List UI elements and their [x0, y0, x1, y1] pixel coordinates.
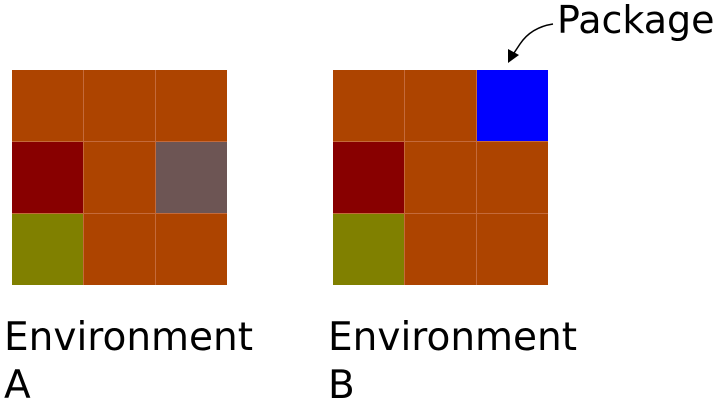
environment-b-label: Environment B: [328, 314, 628, 410]
environment-a-grid-cell: [12, 70, 83, 141]
environment-b-grid-cell: [333, 142, 404, 213]
environment-b-package-cell: [477, 70, 548, 141]
environment-b-grid-cell: [405, 142, 476, 213]
package-annotation-label: Package: [557, 0, 715, 42]
environment-b-grid: [333, 70, 548, 285]
environment-b-grid-cell: [405, 70, 476, 141]
environment-b-label-line1: Environment: [328, 315, 578, 360]
environment-a-grid-cell: [156, 142, 227, 213]
environment-b-grid-cell: [333, 214, 404, 285]
environment-a-grid: [12, 70, 227, 285]
environment-b-grid-cell: [477, 214, 548, 285]
environment-b-grid-cell: [333, 70, 404, 141]
environment-a-grid-cell: [12, 214, 83, 285]
environment-a-label-line1: Environment: [4, 315, 254, 360]
environment-a-grid-cell: [156, 214, 227, 285]
environment-a-grid-cell: [84, 70, 155, 141]
environment-a-label: Environment A: [4, 314, 304, 410]
environment-a-grid-cell: [84, 214, 155, 285]
environment-b-grid-cell: [405, 214, 476, 285]
environment-a-grid-cell: [156, 70, 227, 141]
environment-a-grid-cell: [84, 142, 155, 213]
environment-b-label-line2: B: [328, 363, 355, 408]
environment-b-grid-cell: [477, 142, 548, 213]
environment-a-grid-cell: [12, 142, 83, 213]
environment-a-label-line2: A: [4, 363, 31, 408]
